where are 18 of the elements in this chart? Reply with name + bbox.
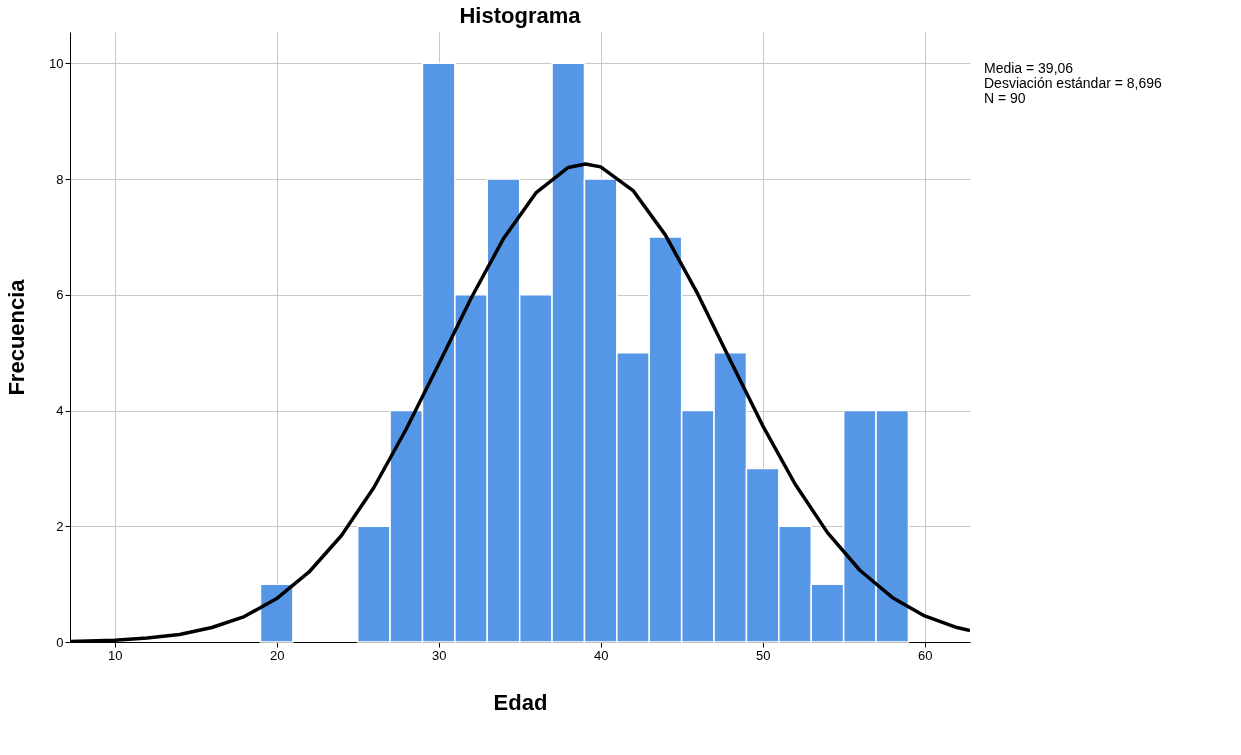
- x-tick-label: 60: [917, 647, 933, 663]
- y-tick-label: 6: [56, 287, 64, 303]
- y-tick-label: 0: [56, 634, 64, 650]
- y-tick-label: 4: [56, 403, 64, 418]
- text: N = 90: [984, 90, 1026, 106]
- y-axis-title: Frecuencia: [4, 278, 30, 396]
- x-tick-label: 50: [755, 647, 771, 663]
- text: Media = 39,06: [984, 60, 1074, 76]
- x-tick-label: 30: [431, 647, 447, 663]
- y-tick-label: 2: [56, 518, 64, 534]
- x-axis-title: Edad: [493, 689, 548, 715]
- text: Desviación estándar = 8,696: [984, 75, 1163, 91]
- x-tick-label: 40: [593, 647, 609, 663]
- y-tick-label: 10: [49, 55, 64, 71]
- y-tick-label: 8: [56, 171, 64, 187]
- chart-title: Histograma: [459, 3, 582, 28]
- x-tick-label: 10: [107, 647, 123, 663]
- x-tick-label: 20: [269, 647, 285, 663]
